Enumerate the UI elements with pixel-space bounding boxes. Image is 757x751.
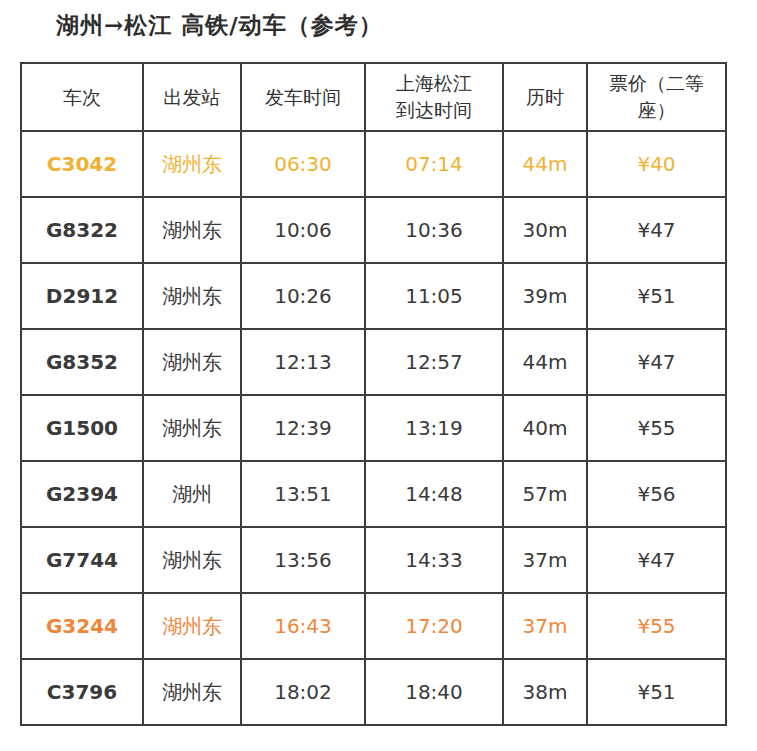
table-row: G7744 湖州东 13:56 14:33 37m ¥47 xyxy=(21,527,726,593)
cell-duration: 37m xyxy=(503,527,587,593)
cell-departure-station: 湖州东 xyxy=(143,329,241,395)
cell-arrival-time: 17:20 xyxy=(365,593,503,659)
cell-train-no: G3244 xyxy=(21,593,143,659)
cell-train-no: D2912 xyxy=(21,263,143,329)
cell-duration: 39m xyxy=(503,263,587,329)
cell-arrival-time: 18:40 xyxy=(365,659,503,725)
cell-departure-station: 湖州东 xyxy=(143,659,241,725)
cell-arrival-time: 13:19 xyxy=(365,395,503,461)
cell-arrival-time: 07:14 xyxy=(365,131,503,197)
cell-duration: 40m xyxy=(503,395,587,461)
cell-duration: 38m xyxy=(503,659,587,725)
cell-train-no: G7744 xyxy=(21,527,143,593)
cell-duration: 44m xyxy=(503,131,587,197)
cell-departure-station: 湖州 xyxy=(143,461,241,527)
cell-departure-time: 16:43 xyxy=(241,593,365,659)
cell-duration: 44m xyxy=(503,329,587,395)
train-schedule-table: 车次 出发站 发车时间 上海松江 到达时间 历时 票价（二等 座） C3042 … xyxy=(20,62,727,726)
cell-price: ¥51 xyxy=(587,263,726,329)
cell-price: ¥51 xyxy=(587,659,726,725)
cell-departure-time: 13:51 xyxy=(241,461,365,527)
table-row: D2912 湖州东 10:26 11:05 39m ¥51 xyxy=(21,263,726,329)
cell-departure-time: 13:56 xyxy=(241,527,365,593)
cell-duration: 37m xyxy=(503,593,587,659)
cell-price: ¥47 xyxy=(587,329,726,395)
page: 湖州→松江 高铁/动车（参考） 车次 出发站 发车时间 上海松江 到达时间 历时… xyxy=(0,0,757,751)
table-row: G8322 湖州东 10:06 10:36 30m ¥47 xyxy=(21,197,726,263)
column-header-train-no: 车次 xyxy=(21,63,143,131)
cell-train-no: C3796 xyxy=(21,659,143,725)
cell-departure-time: 10:26 xyxy=(241,263,365,329)
cell-train-no: G2394 xyxy=(21,461,143,527)
table-row: G2394 湖州 13:51 14:48 57m ¥56 xyxy=(21,461,726,527)
cell-price: ¥40 xyxy=(587,131,726,197)
column-header-departure-station: 出发站 xyxy=(143,63,241,131)
cell-arrival-time: 10:36 xyxy=(365,197,503,263)
cell-train-no: G1500 xyxy=(21,395,143,461)
table-row: C3042 湖州东 06:30 07:14 44m ¥40 xyxy=(21,131,726,197)
cell-departure-station: 湖州东 xyxy=(143,593,241,659)
page-title: 湖州→松江 高铁/动车（参考） xyxy=(56,10,383,41)
column-header-duration: 历时 xyxy=(503,63,587,131)
cell-price: ¥56 xyxy=(587,461,726,527)
cell-price: ¥55 xyxy=(587,593,726,659)
column-header-price: 票价（二等 座） xyxy=(587,63,726,131)
table-row: G3244 湖州东 16:43 17:20 37m ¥55 xyxy=(21,593,726,659)
cell-departure-station: 湖州东 xyxy=(143,131,241,197)
cell-arrival-time: 11:05 xyxy=(365,263,503,329)
cell-departure-time: 12:13 xyxy=(241,329,365,395)
cell-duration: 30m xyxy=(503,197,587,263)
cell-departure-station: 湖州东 xyxy=(143,527,241,593)
schedule-table-body: C3042 湖州东 06:30 07:14 44m ¥40 G8322 湖州东 … xyxy=(21,131,726,725)
cell-arrival-time: 14:48 xyxy=(365,461,503,527)
cell-departure-time: 06:30 xyxy=(241,131,365,197)
cell-train-no: C3042 xyxy=(21,131,143,197)
cell-train-no: G8352 xyxy=(21,329,143,395)
table-row: C3796 湖州东 18:02 18:40 38m ¥51 xyxy=(21,659,726,725)
table-row: G8352 湖州东 12:13 12:57 44m ¥47 xyxy=(21,329,726,395)
cell-price: ¥47 xyxy=(587,197,726,263)
table-row: G1500 湖州东 12:39 13:19 40m ¥55 xyxy=(21,395,726,461)
cell-arrival-time: 14:33 xyxy=(365,527,503,593)
cell-train-no: G8322 xyxy=(21,197,143,263)
column-header-arrival-time: 上海松江 到达时间 xyxy=(365,63,503,131)
column-header-departure-time: 发车时间 xyxy=(241,63,365,131)
cell-arrival-time: 12:57 xyxy=(365,329,503,395)
cell-departure-station: 湖州东 xyxy=(143,197,241,263)
cell-duration: 57m xyxy=(503,461,587,527)
cell-departure-station: 湖州东 xyxy=(143,395,241,461)
cell-departure-time: 10:06 xyxy=(241,197,365,263)
header-row: 车次 出发站 发车时间 上海松江 到达时间 历时 票价（二等 座） xyxy=(21,63,726,131)
cell-departure-time: 12:39 xyxy=(241,395,365,461)
cell-price: ¥55 xyxy=(587,395,726,461)
cell-price: ¥47 xyxy=(587,527,726,593)
cell-departure-time: 18:02 xyxy=(241,659,365,725)
cell-departure-station: 湖州东 xyxy=(143,263,241,329)
